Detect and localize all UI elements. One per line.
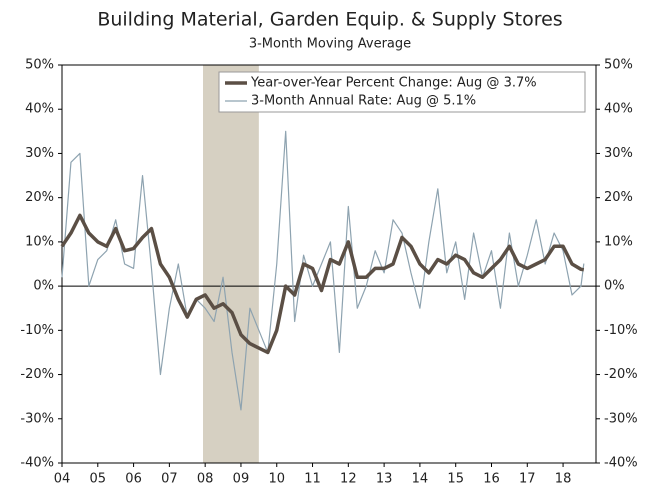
chart-title: Building Material, Garden Equip. & Suppl… (97, 9, 562, 31)
x-tick-label: 18 (555, 472, 572, 487)
x-tick-label: 16 (483, 472, 500, 487)
x-tick-label: 14 (412, 472, 429, 487)
y-tick-label: -40% (20, 456, 54, 471)
legend-box (218, 71, 586, 113)
y-tick-label: 10% (25, 234, 54, 249)
y-tick-label: 50% (25, 58, 54, 73)
y-tick-label: -20% (20, 367, 54, 382)
series-line (60, 213, 585, 355)
y2-tick-label: -30% (604, 411, 638, 426)
recession-shade (203, 65, 259, 463)
x-tick-label: 12 (340, 472, 357, 487)
y-tick-label: 30% (25, 146, 54, 161)
x-tick-label: 08 (197, 472, 214, 487)
y2-tick-label: 0% (604, 279, 625, 294)
series-line (61, 130, 585, 411)
y2-tick-label: -40% (604, 456, 638, 471)
y2-tick-label: 10% (604, 234, 633, 249)
legend-label: 3-Month Annual Rate: Aug @ 5.1% (251, 94, 476, 109)
chart-subtitle: 3-Month Moving Average (249, 37, 411, 52)
y-tick-label: 0% (33, 279, 54, 294)
legend-label: Year-over-Year Percent Change: Aug @ 3.7… (250, 76, 537, 91)
x-tick-label: 05 (90, 472, 107, 487)
y-tick-label: -30% (20, 411, 54, 426)
y-tick-label: 40% (25, 102, 54, 117)
x-tick-label: 11 (304, 472, 321, 487)
x-tick-label: 15 (447, 472, 464, 487)
y2-tick-label: -10% (604, 323, 638, 338)
y-tick-label: 20% (25, 190, 54, 205)
x-tick-label: 07 (161, 472, 178, 487)
y2-tick-label: -20% (604, 367, 638, 382)
plot-frame (61, 64, 597, 464)
x-tick-label: 09 (233, 472, 250, 487)
y-tick-label: -10% (20, 323, 54, 338)
x-tick-label: 10 (268, 472, 285, 487)
y2-tick-label: 20% (604, 190, 633, 205)
y2-tick-label: 40% (604, 102, 633, 117)
x-tick-label: 06 (125, 472, 142, 487)
y2-tick-label: 50% (604, 58, 633, 73)
x-tick-label: 04 (54, 472, 71, 487)
x-tick-label: 17 (519, 472, 536, 487)
y2-tick-label: 30% (604, 146, 633, 161)
x-tick-label: 13 (376, 472, 393, 487)
